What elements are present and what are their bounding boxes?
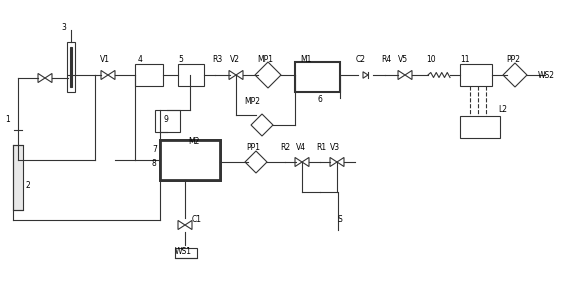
Text: M2: M2 <box>188 137 199 147</box>
Text: C2: C2 <box>356 55 366 65</box>
Text: R3: R3 <box>212 55 222 65</box>
Text: V3: V3 <box>330 143 340 153</box>
Bar <box>135 64 163 86</box>
Text: 10: 10 <box>426 55 435 65</box>
Text: V2: V2 <box>230 55 240 65</box>
Text: 2: 2 <box>25 181 30 189</box>
Text: 1: 1 <box>5 116 10 124</box>
Text: L2: L2 <box>498 106 507 114</box>
Bar <box>178 64 204 86</box>
Text: MP2: MP2 <box>244 98 260 106</box>
Polygon shape <box>245 151 267 173</box>
Polygon shape <box>251 114 273 136</box>
Text: WS2: WS2 <box>538 71 555 79</box>
Bar <box>70 47 72 87</box>
Text: M1: M1 <box>300 55 312 65</box>
Text: MP1: MP1 <box>257 55 273 65</box>
Bar <box>160 140 220 180</box>
Bar <box>13 145 23 210</box>
Text: 7: 7 <box>152 145 157 155</box>
Bar <box>460 116 500 138</box>
Bar <box>160 140 220 180</box>
Bar <box>155 110 180 132</box>
Text: 5: 5 <box>178 55 183 65</box>
Text: V1: V1 <box>100 55 110 65</box>
Bar <box>67 42 75 92</box>
Text: S: S <box>338 216 343 224</box>
Polygon shape <box>503 63 527 87</box>
Text: 9: 9 <box>163 116 168 124</box>
Text: V5: V5 <box>398 55 408 65</box>
Bar <box>175 248 197 258</box>
Text: V4: V4 <box>296 143 306 153</box>
Text: R1: R1 <box>316 143 326 153</box>
Text: WS1: WS1 <box>175 248 192 256</box>
Polygon shape <box>255 62 281 88</box>
Text: 3: 3 <box>61 24 66 32</box>
Text: 8: 8 <box>152 158 157 168</box>
Text: PP2: PP2 <box>506 55 520 65</box>
Bar <box>460 64 492 86</box>
Text: PP1: PP1 <box>246 143 260 153</box>
Text: 11: 11 <box>460 55 470 65</box>
Text: C1: C1 <box>192 216 202 224</box>
Text: 6: 6 <box>318 96 323 104</box>
Bar <box>295 62 340 92</box>
Text: 4: 4 <box>138 55 143 65</box>
Text: R2: R2 <box>280 143 290 153</box>
Text: R4: R4 <box>381 55 391 65</box>
